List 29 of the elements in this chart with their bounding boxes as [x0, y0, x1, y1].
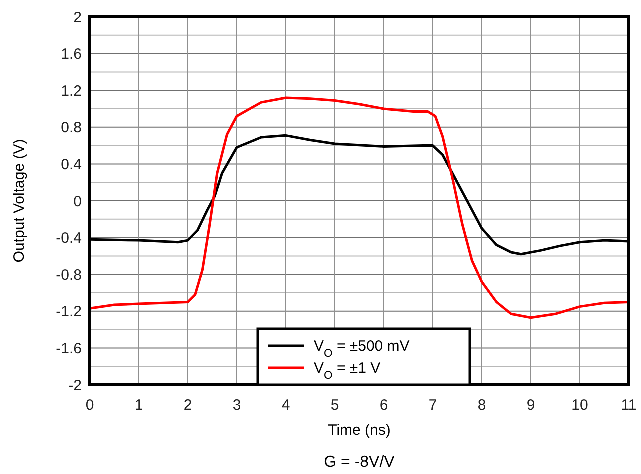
y-tick-label: 0.4 [61, 156, 82, 174]
line-series [88, 96, 630, 320]
y-tick-label: -0.4 [56, 230, 82, 248]
y-tick-label: 0 [74, 193, 82, 210]
x-tick-label: 5 [330, 397, 340, 414]
y-tick-label: -0.8 [56, 266, 82, 284]
x-tick-label: 1 [134, 397, 144, 414]
x-tick-label: 6 [380, 397, 388, 414]
x-tick-label: 10 [572, 397, 588, 414]
x-tick-label: 4 [282, 397, 290, 414]
y-tick-label: 1.2 [61, 82, 82, 100]
x-tick-label: 0 [86, 397, 94, 414]
y-tick-label: -1.2 [56, 304, 82, 321]
x-tick-label: 7 [428, 397, 438, 414]
x-tick-label: 2 [184, 397, 192, 414]
y-tick-label: 2 [74, 9, 82, 26]
y-tick-label: 1.6 [61, 46, 82, 64]
x-tick-label: 8 [478, 397, 486, 414]
y-tick-label: -2 [68, 377, 82, 394]
legend-label: V$_{O}$ = ±500 mV [314, 338, 410, 360]
y-axis-title: Output Voltage (V) [11, 139, 28, 263]
y-tick-label: -1.6 [56, 340, 82, 358]
x-tick-label: 11 [621, 397, 637, 414]
text: G = -8V/V [324, 454, 396, 471]
x-tick-label: 9 [526, 397, 536, 414]
legend-label: V$_{O}$ = ±1 V [314, 360, 381, 382]
y-tick-label: 0.8 [61, 120, 82, 137]
x-axis-title: Time (ns) [328, 422, 391, 439]
x-tick-label: 3 [232, 397, 242, 414]
